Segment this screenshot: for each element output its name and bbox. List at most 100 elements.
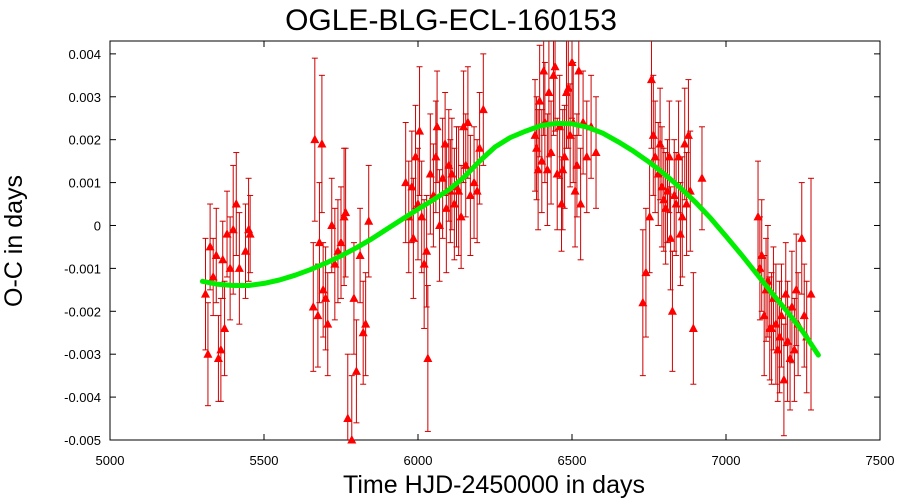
data-point [799,310,809,320]
data-point [203,349,213,358]
data-point [208,271,218,281]
data-point [463,117,473,127]
data-point [539,66,549,75]
data-point [591,147,601,157]
data-point [313,310,323,320]
y-axis: -0.005 -0.004 -0.003 -0.002 -0.001 0 0.001 0.00… [64,47,880,448]
data-point [574,66,584,75]
data-point [205,241,215,251]
data-point [469,177,479,187]
plot-frame [109,40,881,441]
data-point [339,211,349,221]
y-axis-title: O-C in days [0,175,28,307]
data-point [432,121,442,131]
data-point [582,151,592,161]
data-point [558,164,568,174]
data-point [200,289,210,298]
data-point [321,293,331,302]
data-point [779,374,789,384]
data-point [771,319,781,328]
data-point [655,138,665,148]
data-point [659,194,669,204]
x-tick-label: 6500 [558,453,587,468]
y-tick-label: 0.001 [68,176,101,191]
data-point [317,138,327,148]
data-point [478,104,488,114]
data-point [449,199,459,208]
data-point [225,263,235,272]
data-point [544,87,554,96]
data-point [785,353,795,362]
data-point [555,121,565,131]
error-bar [550,41,557,136]
data-point [440,138,450,148]
data-point [349,293,359,302]
y-tick-label: 0.002 [68,133,101,148]
y-tick-label: 0 [94,218,101,233]
data-point [333,246,343,255]
data-point [557,199,567,208]
data-point [220,323,230,332]
data-point [680,138,690,148]
data-point [228,224,238,234]
data-point [657,181,667,191]
data-point [638,297,648,307]
data-point [532,143,542,152]
data-point [567,57,577,66]
data-point [308,302,318,311]
data-point [472,186,482,195]
data-point [572,160,582,169]
data-point [415,126,425,135]
data-point [781,289,791,298]
data-point [231,199,241,208]
x-tick-label: 5500 [250,453,279,468]
data-point [211,250,221,260]
data-point [347,435,357,444]
data-point [783,336,793,345]
data-point [677,211,687,221]
data-point [664,151,674,161]
data-point [530,130,540,139]
data-point [330,259,340,268]
data-point [438,173,448,182]
data-point [355,250,365,260]
data-point [419,259,429,268]
data-point [669,190,679,199]
data-point [475,143,485,152]
error-bar [575,41,582,136]
fit-curve [199,120,821,358]
data-point [773,344,783,354]
data-point [245,229,255,238]
data-point [408,233,418,242]
y-tick-label: 0.004 [68,47,101,62]
data-point [234,263,244,272]
data-point [688,323,698,332]
data-point [441,203,451,212]
x-tick-label: 7500 [866,453,895,468]
data-point [537,156,547,165]
data-point [461,160,471,169]
data-point [456,211,466,221]
y-tick-label: -0.005 [64,433,101,448]
data-point [550,61,560,71]
y-tick-label: 0.003 [68,90,101,105]
data-point [222,229,232,238]
data-point [401,177,411,187]
data-point [431,151,441,161]
data-point [662,186,672,195]
data-point [666,233,676,242]
data-point [671,199,681,208]
data-point [546,147,556,157]
data-point [565,130,575,139]
data-point [314,237,324,247]
data-point [549,70,559,79]
data-point [791,284,801,294]
data-point [542,164,552,174]
y-tick-label: -0.001 [64,261,101,276]
data-point [576,199,586,208]
error-bar [569,41,575,119]
x-tick-label: 5000 [96,453,125,468]
data-point [447,169,457,178]
data-point [465,190,475,199]
